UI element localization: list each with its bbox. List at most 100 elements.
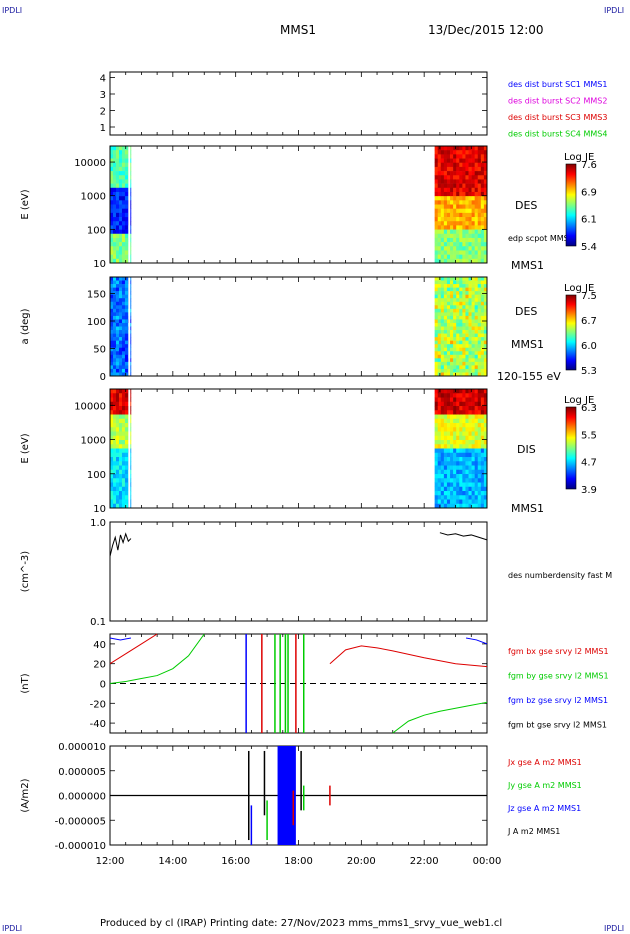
des_pitch-heat-cell: [450, 365, 454, 370]
des_energy-heat-cell: [121, 166, 126, 172]
dis_energy-heat-cell: [115, 401, 120, 407]
des_pitch-heat-cell: [110, 315, 114, 320]
des_pitch-heat-cell: [465, 361, 469, 366]
dis_energy-heat-cell: [434, 410, 439, 415]
dis_energy-heat-cell: [446, 401, 451, 407]
des_energy-heat-cell: [474, 200, 479, 205]
des_pitch-heat-cell: [468, 333, 472, 338]
des_energy-heat-cell: [453, 179, 457, 184]
des_pitch-heat-cell: [453, 358, 457, 363]
des_energy-heat-cell: [483, 233, 488, 239]
des_pitch-heat-cell: [474, 340, 479, 345]
des_energy-heat-cell: [471, 204, 475, 209]
dis_energy-heat-cell: [453, 406, 457, 411]
dis_energy-heat-cell: [446, 444, 451, 449]
des_pitch-heat-cell: [468, 301, 472, 306]
des_pitch-heat-cell: [480, 365, 485, 370]
dis_energy-heat-cell: [465, 465, 469, 471]
dis_energy-heat-cell: [121, 495, 126, 500]
des_energy-heat-cell: [112, 162, 117, 168]
dis_energy-heat-cell: [450, 478, 454, 483]
des_pitch-heat-cell: [112, 344, 117, 349]
dis_energy-heat-cell: [115, 469, 120, 475]
des_energy-heat-cell: [471, 162, 475, 168]
dis_energy-heat-cell: [462, 469, 466, 475]
des_energy-heat-cell: [471, 171, 475, 176]
dis_energy-heat-cell: [456, 469, 460, 475]
des_pitch-heat-cell: [450, 340, 454, 345]
bfield-ytick-label: 40: [93, 640, 106, 651]
des_energy-heat-cell: [115, 175, 120, 180]
des_pitch-heat-cell: [459, 315, 463, 320]
des_pitch-heat-cell: [477, 361, 482, 366]
des_energy-heat-cell: [115, 250, 120, 255]
dis_energy-heat-cell: [465, 440, 469, 445]
dis_energy-heat-cell: [480, 410, 485, 415]
des_energy-heat-cell: [468, 187, 472, 193]
des_energy-heat-cell: [446, 175, 451, 180]
dis_energy-heat-cell: [468, 448, 472, 454]
dis_energy-heat-cell: [465, 478, 469, 483]
dis_energy-heat-cell: [121, 478, 126, 483]
des_energy-heat-cell: [446, 208, 451, 214]
des_pitch-heat-cell: [474, 308, 479, 313]
des_energy-heat-cell: [477, 179, 482, 184]
des_energy-heat-cell: [443, 233, 448, 239]
dis_energy-heat-cell: [468, 457, 472, 462]
des_pitch-heat-cell: [121, 284, 126, 288]
des_energy-heat-cell: [434, 158, 439, 164]
des_energy-heat-cell: [453, 242, 457, 247]
des_pitch-heat-cell: [477, 287, 482, 292]
current-series-label: Jx gse A m2 MMS1: [507, 758, 582, 767]
des_energy-heat-cell: [459, 204, 463, 209]
des_energy-heat-cell: [118, 217, 123, 222]
dis_energy-heat-cell: [456, 503, 460, 509]
des_pitch-heat-cell: [465, 319, 469, 324]
dis_energy-heat-cell: [115, 452, 120, 458]
des_pitch-heat-cell: [474, 287, 479, 292]
des_energy-heat-cell: [118, 179, 123, 184]
des_energy-heat-cell: [450, 191, 454, 197]
des_pitch-heat-cell: [440, 368, 445, 373]
dis_energy-heat-cell: [440, 435, 445, 441]
des_energy-heat-cell: [453, 233, 457, 239]
dis_energy-heat-cell: [459, 397, 463, 403]
dis_energy-heat-cell: [118, 448, 123, 454]
dis_energy-heat-cell: [434, 414, 439, 420]
dis_energy-heat-cell: [480, 482, 485, 488]
des_energy-heat-cell: [471, 183, 475, 189]
des_pitch-heat-cell: [462, 326, 466, 331]
dis_energy-heat-cell: [121, 401, 126, 407]
dis_energy-heat-cell: [112, 414, 117, 420]
burst-frame: [109, 71, 488, 136]
dis_energy-heat-cell: [480, 474, 485, 479]
des_pitch-heat-cell: [446, 354, 451, 359]
des_pitch-heat-cell: [110, 358, 114, 363]
dis_energy-heat-cell: [471, 435, 475, 441]
dis_energy-heat-cell: [121, 406, 126, 411]
des_energy-heat-cell: [477, 171, 482, 176]
des_energy-heat-cell: [437, 183, 442, 189]
des_pitch-heat-cell: [471, 351, 475, 356]
des_pitch-heat-cell: [112, 312, 117, 317]
des_energy-heat-cell: [456, 183, 460, 189]
des_energy-heat-cell: [446, 242, 451, 247]
des_energy-heat-cell: [471, 150, 475, 155]
des_energy-heat-cell: [474, 154, 479, 159]
dis_energy-heat-cell: [459, 482, 463, 488]
dis_energy-heat-cell: [443, 418, 448, 424]
des_pitch-heat-cell: [118, 294, 123, 299]
des_energy-heat-cell: [450, 258, 454, 264]
des_pitch-heat-cell: [124, 277, 129, 281]
des_pitch-heat-cell: [443, 291, 448, 295]
des_pitch-heat-cell: [112, 322, 117, 327]
current-ytick-label: 0.000010: [58, 742, 106, 753]
des_energy-heat-cell: [440, 217, 445, 222]
des_energy-heat-cell: [112, 150, 117, 155]
dis_energy-heat-cell: [121, 410, 126, 415]
dis_energy-heat-cell: [477, 474, 482, 479]
des_pitch-heat-cell: [477, 333, 482, 338]
des_pitch-heat-cell: [456, 358, 460, 363]
dis_energy-heat-cell: [450, 393, 454, 398]
des_energy-heat-cell: [474, 233, 479, 239]
